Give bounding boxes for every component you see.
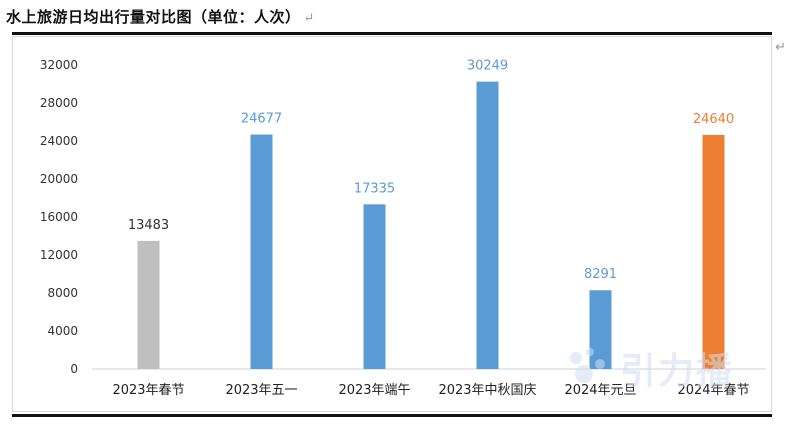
data-label: 24677 — [241, 112, 282, 127]
data-label: 24640 — [693, 112, 734, 127]
y-tick-label: 0 — [70, 362, 78, 376]
y-tick-label: 12000 — [40, 248, 78, 262]
x-tick-label: 2023年中秋国庆 — [438, 383, 536, 398]
document-title: 水上旅游日均出行量对比图（单位：人次） ↵ — [6, 6, 315, 27]
y-tick-label: 8000 — [47, 286, 78, 300]
watermark-logo: 引力播 — [558, 340, 778, 392]
bar[interactable] — [702, 134, 725, 369]
data-label: 8291 — [584, 267, 617, 282]
paragraph-mark-icon: ↵ — [303, 11, 315, 26]
x-tick-label: 2023年五一 — [225, 383, 297, 398]
watermark-bubble-icon — [570, 348, 605, 383]
bottom-rule — [12, 414, 772, 417]
x-tick-label: 2024年春节 — [677, 383, 749, 398]
bar[interactable] — [363, 204, 386, 369]
data-label: 30249 — [467, 59, 508, 74]
top-rule — [12, 32, 772, 35]
data-label: 13483 — [128, 218, 169, 233]
document-title-text: 水上旅游日均出行量对比图（单位：人次） — [6, 8, 301, 26]
paragraph-mark-icon-corner: ↵ — [775, 40, 786, 55]
data-label: 17335 — [354, 181, 395, 196]
x-tick-label: 2024年元旦 — [564, 383, 636, 398]
bar[interactable] — [250, 134, 273, 369]
bar[interactable] — [476, 81, 499, 370]
y-tick-label: 20000 — [40, 172, 78, 186]
bar[interactable] — [589, 290, 612, 369]
bar[interactable] — [137, 240, 160, 369]
y-tick-label: 24000 — [40, 134, 78, 148]
y-tick-label: 28000 — [40, 96, 78, 110]
x-tick-label: 2023年端午 — [338, 383, 410, 398]
x-tick-label: 2023年春节 — [112, 383, 184, 398]
y-tick-label: 16000 — [40, 210, 78, 224]
y-tick-label: 32000 — [40, 58, 78, 72]
watermark-text: 引力播 — [620, 351, 735, 392]
y-tick-label: 4000 — [47, 324, 78, 338]
